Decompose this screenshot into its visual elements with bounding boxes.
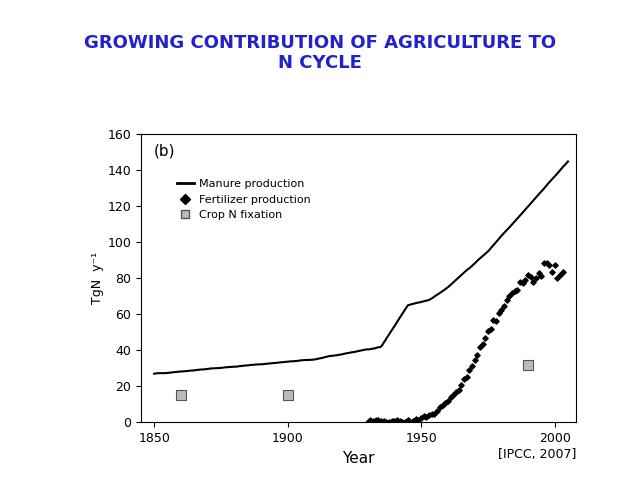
Point — [534, 270, 544, 277]
Point — [502, 296, 512, 304]
Point — [384, 418, 394, 425]
Point — [547, 268, 557, 276]
Point — [440, 399, 451, 407]
Point — [536, 272, 547, 280]
Point — [400, 418, 410, 425]
Point — [477, 340, 488, 348]
Point — [488, 317, 499, 324]
Point — [451, 388, 461, 396]
Point — [387, 417, 397, 425]
Point — [525, 273, 536, 281]
Point — [408, 417, 419, 424]
Point — [363, 419, 373, 426]
Point — [392, 416, 402, 424]
Point — [469, 356, 479, 363]
Point — [507, 288, 517, 296]
Point — [389, 417, 399, 424]
Point — [518, 279, 528, 287]
Point — [464, 366, 474, 373]
Point — [499, 302, 509, 310]
Point — [429, 410, 440, 418]
Point — [421, 413, 431, 420]
Point — [448, 391, 458, 399]
Point — [424, 411, 435, 419]
Point — [411, 415, 421, 423]
Point — [531, 274, 541, 282]
Point — [539, 259, 549, 267]
Point — [493, 309, 504, 316]
Point — [405, 418, 415, 426]
Point — [486, 324, 496, 332]
Point — [523, 272, 533, 279]
Point — [432, 407, 442, 414]
Y-axis label: TgN  y⁻¹: TgN y⁻¹ — [92, 252, 104, 304]
Point — [371, 417, 381, 424]
Point — [544, 261, 554, 269]
Point — [373, 416, 383, 423]
Text: (b): (b) — [154, 143, 175, 158]
Text: GROWING CONTRIBUTION OF AGRICULTURE TO
N CYCLE: GROWING CONTRIBUTION OF AGRICULTURE TO N… — [84, 34, 556, 72]
Point — [475, 344, 485, 351]
Point — [557, 268, 568, 276]
Point — [379, 417, 389, 425]
Point — [515, 278, 525, 286]
Point — [381, 419, 392, 426]
Point — [456, 381, 467, 389]
X-axis label: Year: Year — [342, 451, 374, 466]
Point — [395, 418, 405, 425]
Legend: Manure production, Fertilizer production, Crop N fixation: Manure production, Fertilizer production… — [172, 175, 316, 225]
Point — [552, 274, 563, 282]
Point — [541, 259, 552, 267]
Point — [512, 287, 522, 294]
Point — [483, 327, 493, 335]
Point — [376, 417, 386, 425]
Point — [413, 416, 424, 423]
Point — [528, 278, 538, 286]
Point — [427, 410, 437, 418]
Point — [555, 271, 565, 278]
Point — [472, 351, 483, 359]
Text: [IPCC, 2007]: [IPCC, 2007] — [498, 448, 576, 461]
Point — [461, 373, 472, 381]
Point — [176, 392, 186, 399]
Point — [480, 334, 490, 342]
Point — [403, 416, 413, 424]
Point — [520, 276, 531, 283]
Point — [368, 418, 378, 425]
Point — [443, 397, 453, 405]
Point — [509, 287, 520, 295]
Point — [496, 307, 506, 314]
Point — [467, 362, 477, 370]
Point — [504, 292, 515, 300]
Point — [282, 392, 292, 399]
Point — [437, 401, 447, 408]
Point — [445, 394, 456, 401]
Point — [435, 403, 445, 411]
Point — [365, 417, 376, 424]
Point — [550, 261, 560, 269]
Point — [453, 386, 463, 394]
Point — [459, 375, 469, 383]
Point — [491, 317, 501, 325]
Point — [419, 412, 429, 420]
Point — [416, 414, 426, 421]
Point — [397, 419, 408, 426]
Point — [523, 361, 533, 369]
